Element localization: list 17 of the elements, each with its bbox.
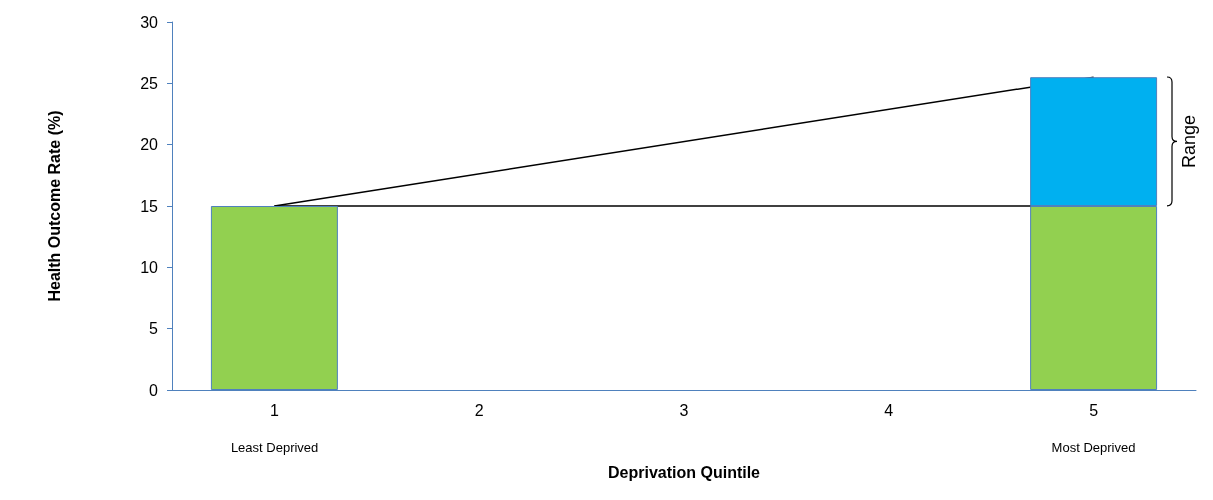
y-tick-label: 0 bbox=[149, 381, 159, 399]
y-tick-label: 30 bbox=[140, 13, 159, 31]
y-axis-title: Health Outcome Rate (%) bbox=[45, 110, 63, 302]
y-tick-label: 25 bbox=[140, 74, 159, 92]
text: Range bbox=[1178, 115, 1200, 169]
x-tick-label: 2 bbox=[474, 401, 484, 419]
x-axis-title: Deprivation Quintile bbox=[607, 463, 761, 481]
x-tick-label: 4 bbox=[884, 401, 894, 419]
x-tick-label: 5 bbox=[1089, 401, 1099, 419]
text: Most Deprived bbox=[1051, 440, 1136, 455]
x-tick-label: 1 bbox=[269, 401, 279, 419]
y-tick-label: 20 bbox=[140, 136, 159, 154]
y-tick-label: 15 bbox=[140, 197, 159, 215]
x-tick-label: 3 bbox=[679, 401, 689, 419]
y-tick-label: 5 bbox=[149, 320, 159, 338]
y-tick-label: 10 bbox=[140, 258, 159, 276]
text: Least Deprived bbox=[230, 440, 319, 455]
